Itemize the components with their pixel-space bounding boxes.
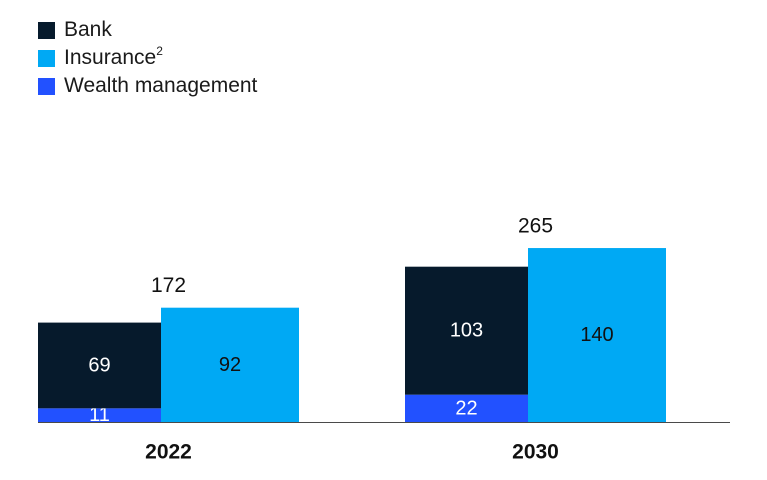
legend-swatch-bank: [38, 21, 55, 39]
bar-insurance-2030: [528, 248, 666, 422]
category-label-2022: 2022: [145, 441, 192, 464]
label-bank-2030: 103: [450, 320, 483, 342]
legend-swatch-wealth: [38, 77, 55, 95]
legend-label-insurance-text: Insurance: [64, 46, 157, 69]
label-insurance-2022: 92: [219, 354, 241, 376]
legend-swatch-insurance: [38, 49, 55, 67]
label-wealth-2022: 11: [89, 404, 110, 426]
label-total-2030: 265: [518, 215, 553, 238]
bar-bank-2030: [405, 266, 528, 395]
bar-wealth-2022: [38, 408, 161, 422]
legend-footnote-marker: 2: [156, 44, 163, 58]
label-wealth-2030: 22: [455, 397, 477, 419]
legend-label-wealth: Wealth management: [64, 74, 258, 97]
bar-insurance-2022: [161, 307, 299, 422]
legend: Bank Insurance2 Wealth management: [38, 16, 257, 100]
legend-label-insurance: Insurance2: [64, 44, 163, 70]
label-total-2022: 172: [151, 274, 186, 297]
label-insurance-2030: 140: [580, 324, 613, 346]
category-label-2030: 2030: [512, 441, 559, 464]
bar-bank-2022: [38, 322, 161, 409]
legend-item-wealth: Wealth management: [38, 72, 257, 100]
legend-label-bank: Bank: [64, 18, 112, 41]
legend-item-insurance: Insurance2: [38, 44, 257, 72]
legend-item-bank: Bank: [38, 16, 257, 44]
bar-wealth-2030: [405, 394, 528, 422]
label-bank-2022: 69: [88, 354, 110, 376]
